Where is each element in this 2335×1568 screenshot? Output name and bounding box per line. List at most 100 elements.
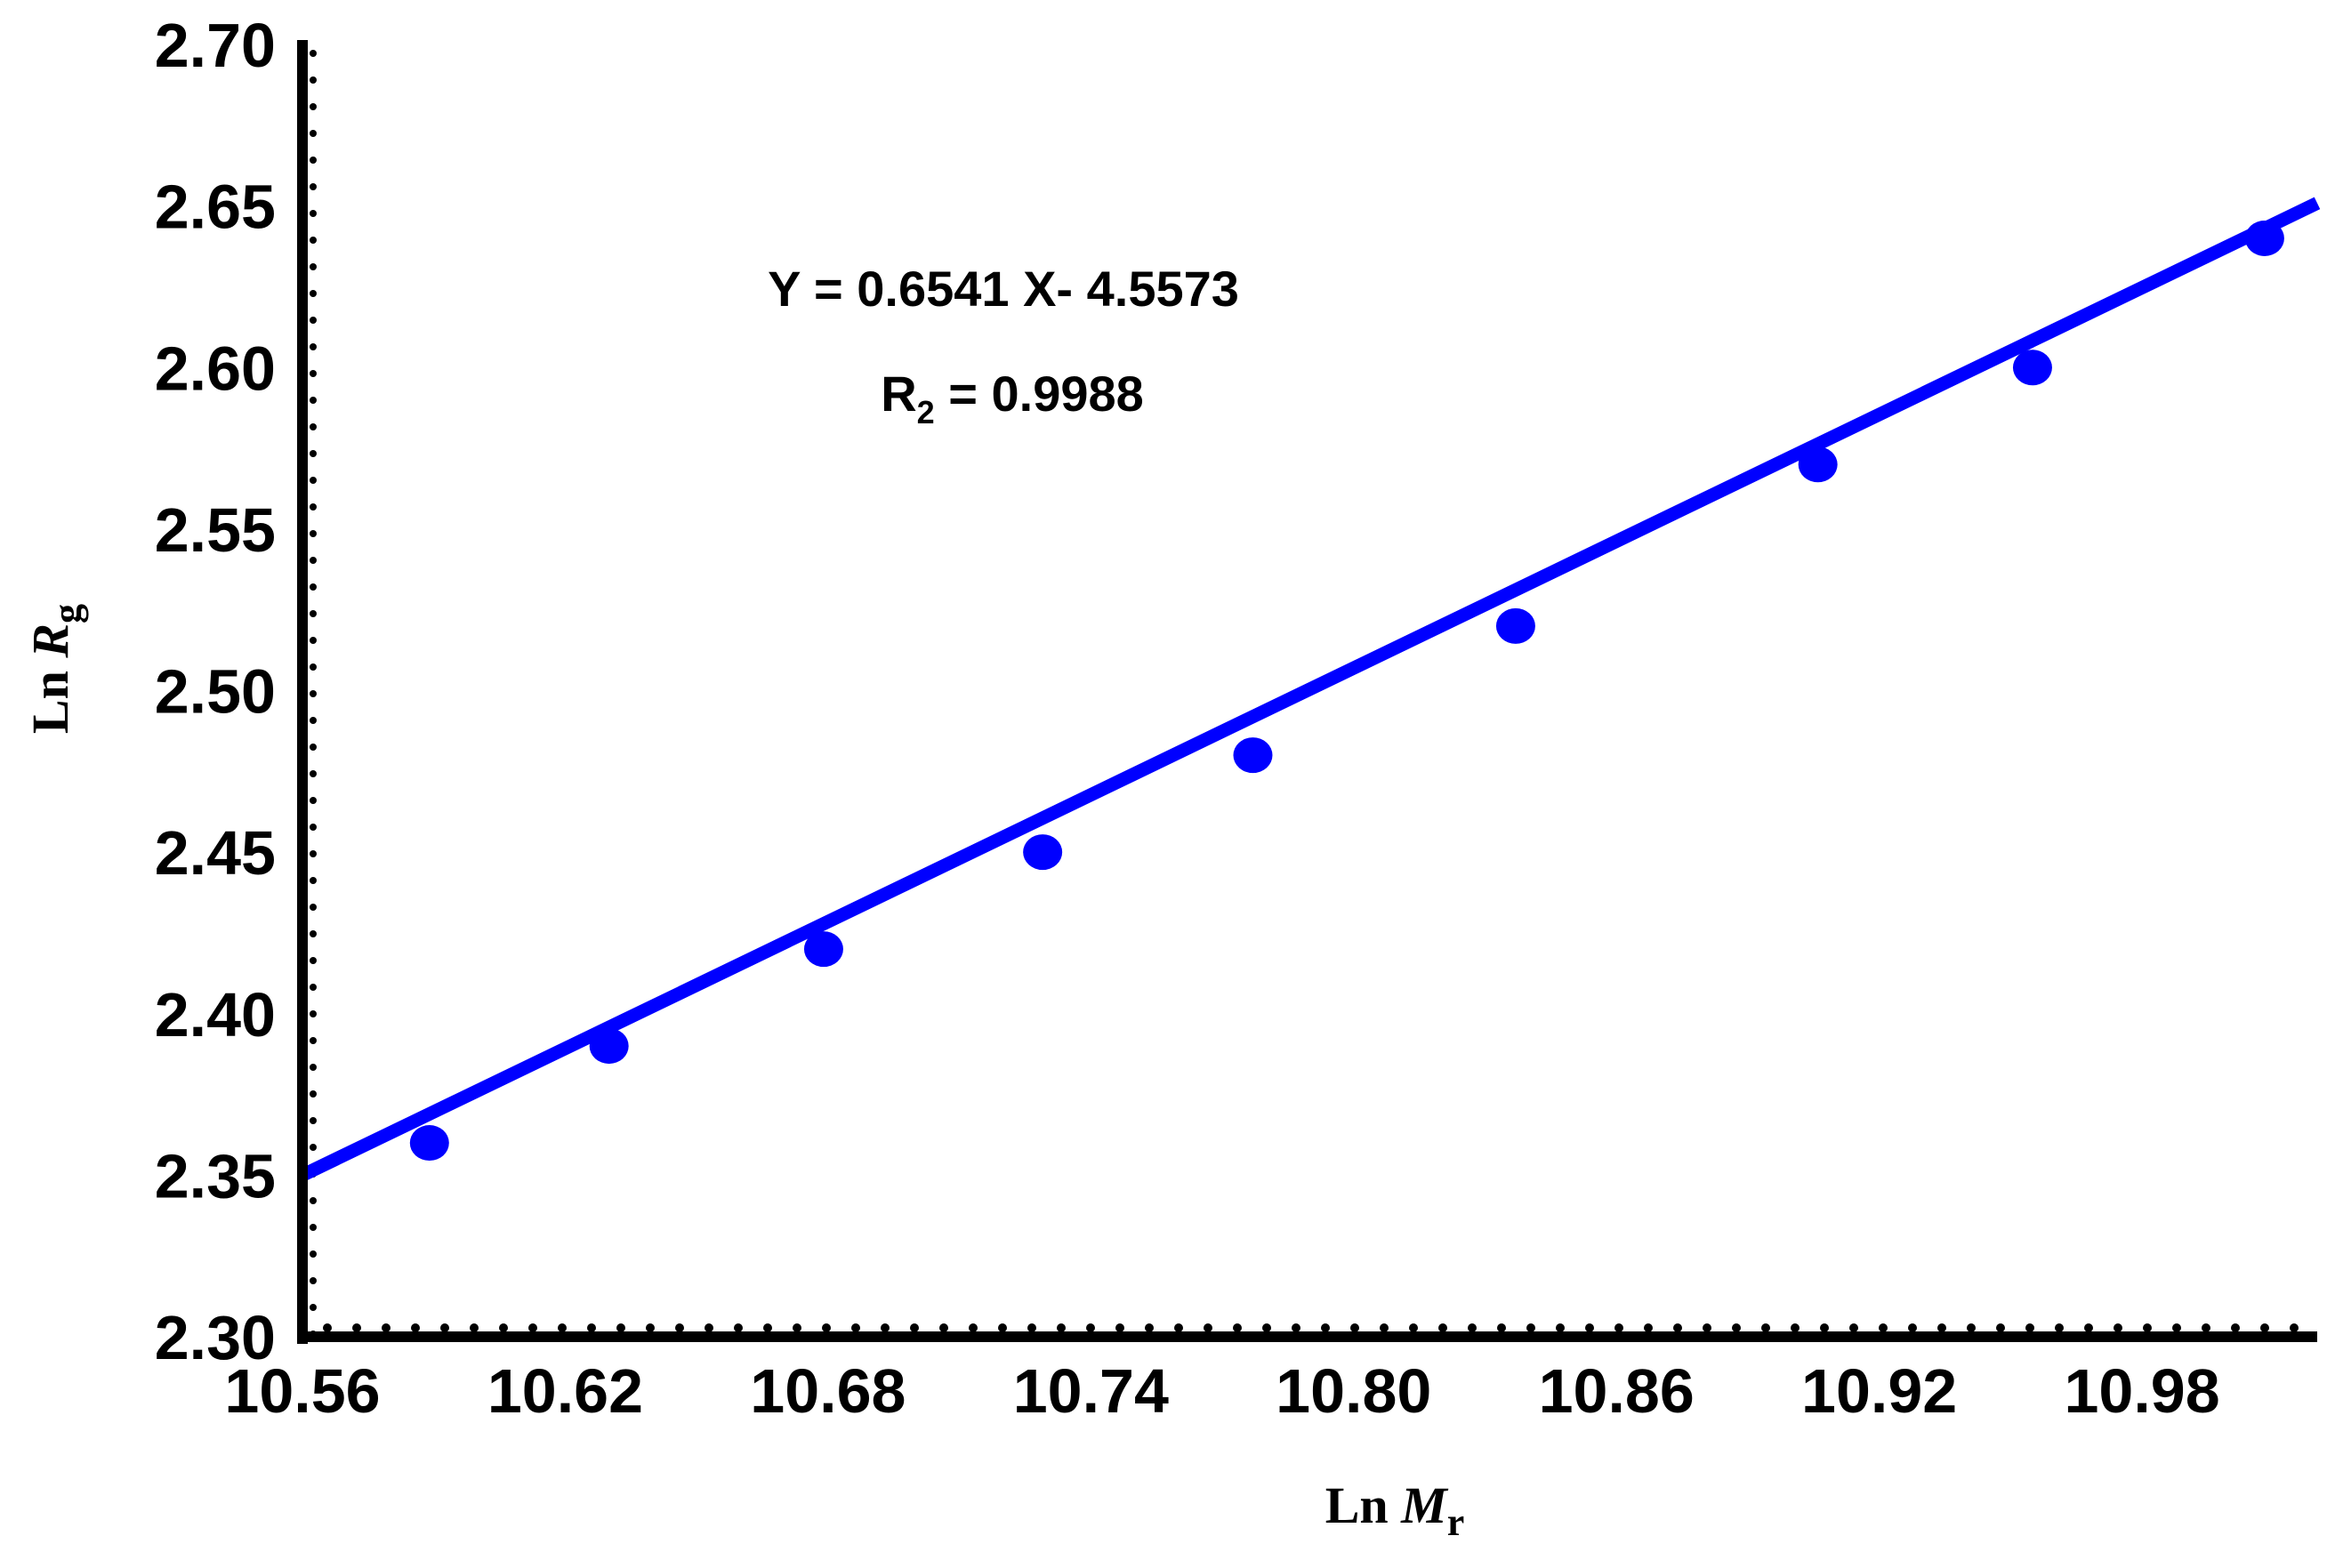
x-axis-border-dot: [1409, 1323, 1418, 1332]
x-axis-border-dot: [1556, 1323, 1565, 1332]
x-axis-border-dot: [1057, 1323, 1066, 1332]
x-axis-border-dot: [2114, 1323, 2122, 1332]
data-point: [1233, 737, 1273, 774]
x-axis-border-dot: [1644, 1323, 1653, 1332]
data-point: [1798, 446, 1838, 483]
y-axis-border-dot: [310, 423, 317, 430]
x-axis-border-dot: [1027, 1323, 1036, 1332]
data-point: [1023, 834, 1063, 871]
y-axis-border-dot: [310, 450, 317, 457]
y-axis-border-dot: [310, 263, 317, 270]
y-axis-border-dot: [310, 530, 317, 537]
x-axis-border-dot: [1879, 1323, 1888, 1332]
x-axis-border-dot: [1791, 1323, 1800, 1332]
x-axis-border-dot: [969, 1323, 978, 1332]
x-axis-border-dot: [1350, 1323, 1359, 1332]
y-axis-border-dot: [310, 1250, 317, 1258]
y-axis-border-dot: [310, 477, 317, 484]
data-point: [1495, 607, 1535, 644]
x-axis-border-dot: [851, 1323, 860, 1332]
y-axis-border-dot: [310, 503, 317, 511]
y-axis-border-dot: [310, 290, 317, 297]
y-axis-border-dot: [310, 1090, 317, 1098]
y-axis-border-dot: [310, 770, 317, 777]
x-axis-border-dot: [1614, 1323, 1623, 1332]
x-axis-border-dot: [1967, 1323, 1976, 1332]
y-axis-border-dot: [310, 1144, 317, 1151]
x-axis-border-dot: [1380, 1323, 1389, 1332]
x-axis-border-dot: [558, 1323, 567, 1332]
x-axis-title: Ln Mr: [1325, 1476, 1465, 1544]
x-axis-border-dot: [734, 1323, 743, 1332]
y-axis-border-dot: [310, 1224, 317, 1231]
x-axis-border-dot: [1262, 1323, 1271, 1332]
y-axis-border-dot: [310, 1064, 317, 1071]
x-axis-border-dot: [2260, 1323, 2269, 1332]
data-point: [803, 931, 843, 968]
y-axis-border-dot: [310, 157, 317, 164]
y-axis-border-dot: [310, 877, 317, 884]
x-axis-border-dot: [763, 1323, 772, 1332]
y-axis-border-dot: [310, 76, 317, 84]
y-tick-label: 2.65: [155, 173, 276, 242]
x-axis-border-dot: [1908, 1323, 1917, 1332]
x-axis-border-dot: [2143, 1323, 2152, 1332]
x-axis-border-dot: [1292, 1323, 1300, 1332]
y-axis-border-dot: [310, 930, 317, 937]
y-axis-title-symbol: R: [21, 623, 79, 659]
y-axis-border-dot: [310, 904, 317, 911]
x-axis-border-dot: [499, 1323, 508, 1332]
y-axis-border-dot: [310, 50, 317, 57]
x-axis-border-dot: [1761, 1323, 1770, 1332]
x-axis-border-dot: [1233, 1323, 1242, 1332]
data-points: [409, 220, 2284, 1162]
y-axis-border-dot: [310, 557, 317, 564]
x-tick-label: 10.86: [1539, 1356, 1695, 1426]
y-axis-border-dot: [310, 183, 317, 190]
axes: [297, 40, 2317, 1344]
y-tick-label: 2.30: [155, 1303, 276, 1372]
data-point: [409, 1125, 449, 1162]
x-axis-border-dot: [822, 1323, 831, 1332]
axis-dotted-borders: [310, 50, 2299, 1338]
x-axis-border-dot: [2290, 1323, 2299, 1332]
data-point: [589, 1028, 629, 1065]
x-tick-label: 10.92: [1801, 1356, 1957, 1426]
x-axis-border-dot: [1115, 1323, 1124, 1332]
r-squared-value: = 0.9988: [935, 366, 1144, 422]
y-axis-border-dot: [310, 850, 317, 857]
x-axis-border-dot: [1145, 1323, 1154, 1332]
x-axis-title-subscript: r: [1447, 1500, 1465, 1544]
y-tick-label: 2.70: [155, 11, 276, 80]
x-tick-label: 10.68: [750, 1356, 906, 1426]
y-axis-border-dot: [310, 103, 317, 110]
x-axis-border-dot: [382, 1323, 391, 1332]
x-axis-border-dot: [587, 1323, 596, 1332]
x-axis-border-dot: [528, 1323, 537, 1332]
x-tick-label: 10.74: [1013, 1356, 1169, 1426]
x-axis-border-dot: [411, 1323, 420, 1332]
x-axis-border-dot: [705, 1323, 713, 1332]
x-axis-border-dot: [1820, 1323, 1829, 1332]
x-axis-border-dot: [1732, 1323, 1741, 1332]
y-axis-border-dot: [310, 984, 317, 991]
y-axis-border-dot: [310, 797, 317, 804]
y-axis-border-dot: [310, 343, 317, 350]
y-axis-border-dot: [310, 1010, 317, 1017]
x-axis-border-dot: [323, 1323, 332, 1332]
x-axis-border-dot: [1526, 1323, 1535, 1332]
x-axis-border-dot: [2202, 1323, 2210, 1332]
x-axis-border-dot: [1497, 1323, 1506, 1332]
x-axis-border-dot: [1937, 1323, 1946, 1332]
x-axis-border-dot: [1468, 1323, 1477, 1332]
y-axis-title-subscript: g: [45, 604, 89, 623]
x-tick-label: 10.56: [224, 1356, 380, 1426]
y-tick-label: 2.35: [155, 1141, 276, 1210]
x-axis-border-dot: [1585, 1323, 1594, 1332]
r-squared-symbol: R: [881, 366, 916, 422]
x-axis-border-dot: [793, 1323, 801, 1332]
fit-line: [299, 197, 2321, 1182]
x-axis-title-symbol: M: [1400, 1476, 1449, 1534]
y-axis-border-dot: [310, 717, 317, 724]
fit-equation: Y = 0.6541 X- 4.5573: [768, 261, 1239, 317]
